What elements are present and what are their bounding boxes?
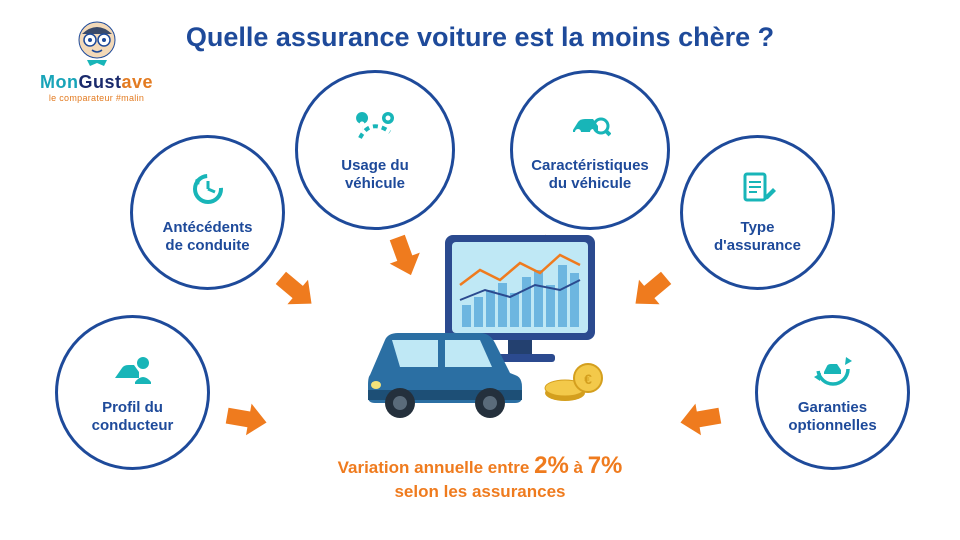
route-pins-icon — [354, 108, 396, 151]
factor-usage-label: Usage du véhicule — [331, 157, 419, 193]
document-pen-icon — [737, 170, 779, 213]
variation-caption: Variation annuelle entre 2% à 7% selon l… — [0, 451, 960, 502]
factor-garanties: Garanties optionnelles — [755, 315, 910, 470]
car-magnifier-icon — [569, 108, 611, 151]
factor-type-label: Type d'assurance — [704, 219, 811, 255]
caption-mid: à — [569, 458, 588, 477]
center-illustration: € — [350, 235, 610, 425]
factor-type: Type d'assurance — [680, 135, 835, 290]
factor-antecedents: Antécédents de conduite — [130, 135, 285, 290]
factor-usage: Usage du véhicule — [295, 70, 455, 230]
clock-arrow-icon — [187, 170, 229, 213]
driver-profile-icon — [112, 350, 154, 393]
factor-antecedents-label: Antécédents de conduite — [152, 219, 262, 255]
factor-caracteristiq: Caractéristiques du véhicule — [510, 70, 670, 230]
svg-text:€: € — [584, 371, 592, 387]
logo-tagline: le comparateur #malin — [40, 93, 153, 103]
factor-caracteristiq-label: Caractéristiques du véhicule — [521, 157, 659, 193]
car-refresh-icon — [812, 350, 854, 393]
caption-pct-high: 7% — [588, 452, 623, 479]
factor-garanties-label: Garanties optionnelles — [778, 399, 886, 435]
caption-pct-low: 2% — [534, 452, 569, 479]
caption-line2: selon les assurances — [394, 482, 565, 501]
factor-profil: Profil du conducteur — [55, 315, 210, 470]
caption-prefix: Variation annuelle entre — [338, 458, 535, 477]
page-title: Quelle assurance voiture est la moins ch… — [0, 22, 960, 53]
logo-wordmark: MonGustave — [40, 72, 153, 93]
factor-profil-label: Profil du conducteur — [82, 399, 184, 435]
